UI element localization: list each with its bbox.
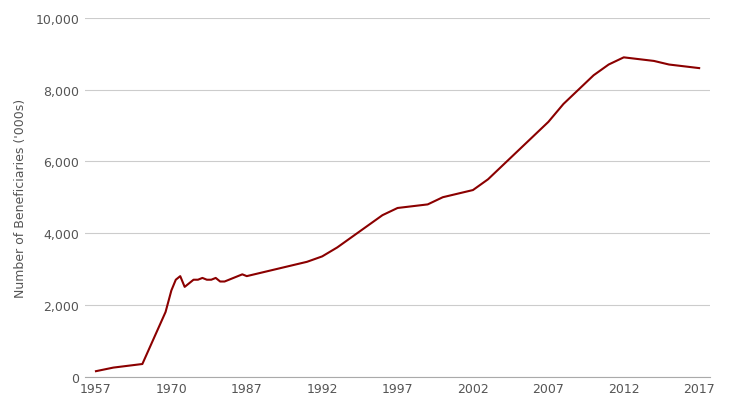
Y-axis label: Number of Beneficiaries ('000s): Number of Beneficiaries ('000s) (14, 99, 27, 297)
